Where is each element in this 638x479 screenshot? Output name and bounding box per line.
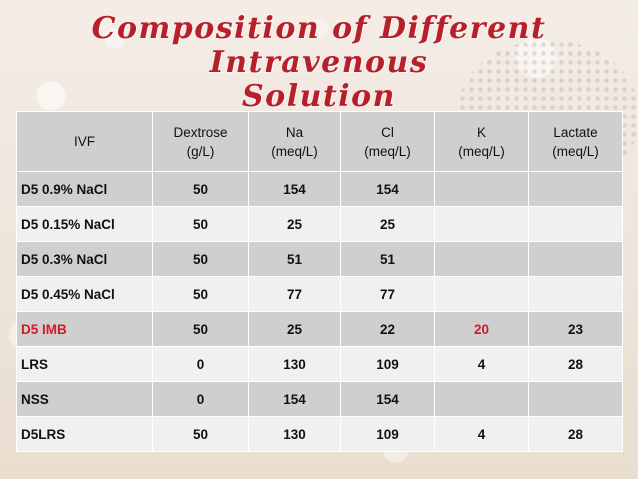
cell-k: 4 (434, 346, 529, 382)
cell-dextrose: 0 (152, 381, 249, 417)
cell-k (434, 241, 529, 277)
cell-na: 154 (248, 381, 341, 417)
cell-cl: 51 (340, 241, 435, 277)
cell-na: 51 (248, 241, 341, 277)
cell-lactate: 23 (528, 311, 623, 347)
cell-cl: 22 (340, 311, 435, 347)
cell-lactate (528, 206, 623, 242)
cell-cl: 109 (340, 346, 435, 382)
cell-ivf: D5LRS (16, 416, 153, 452)
cell-lactate (528, 381, 623, 417)
header-cl: Cl (meq/L) (340, 111, 435, 172)
cell-na: 25 (248, 311, 341, 347)
cell-ivf: NSS (16, 381, 153, 417)
cell-lactate (528, 241, 623, 277)
cell-dextrose: 50 (152, 276, 249, 312)
title-line-2: Solution (242, 79, 396, 114)
cell-lactate (528, 171, 623, 207)
cell-lactate: 28 (528, 346, 623, 382)
cell-k: 4 (434, 416, 529, 452)
table-row: D5 0.3% NaCl 50 51 51 (16, 241, 623, 277)
table-row: D5LRS 50 130 109 4 28 (16, 416, 623, 452)
cell-cl: 109 (340, 416, 435, 452)
cell-lactate: 28 (528, 416, 623, 452)
table-header-row: IVF Dextrose (g/L) Na (meq/L) Cl (meq/L) K(… (16, 111, 623, 172)
cell-ivf: D5 0.3% NaCl (16, 241, 153, 277)
cell-dextrose: 50 (152, 241, 249, 277)
cell-ivf: D5 0.9% NaCl (16, 171, 153, 207)
cell-na: 25 (248, 206, 341, 242)
cell-dextrose: 50 (152, 206, 249, 242)
cell-dextrose: 50 (152, 311, 249, 347)
table-row-highlight: D5 IMB 50 25 22 20 23 (16, 311, 623, 347)
header-dextrose: Dextrose (g/L) (152, 111, 249, 172)
cell-k (434, 276, 529, 312)
ivf-composition-table: IVF Dextrose (g/L) Na (meq/L) Cl (meq/L) K(… (16, 111, 623, 452)
header-na: Na (meq/L) (248, 111, 341, 172)
cell-k (434, 171, 529, 207)
cell-ivf: D5 0.45% NaCl (16, 276, 153, 312)
header-k: K (meq/L) (434, 111, 529, 172)
cell-na: 130 (248, 416, 341, 452)
cell-dextrose: 50 (152, 171, 249, 207)
cell-dextrose: 0 (152, 346, 249, 382)
cell-ivf: D5 0.15% NaCl (16, 206, 153, 242)
cell-cl: 25 (340, 206, 435, 242)
header-ivf: IVF (16, 111, 153, 172)
table-row: D5 0.15% NaCl 50 25 25 (16, 206, 623, 242)
cell-na: 77 (248, 276, 341, 312)
cell-k (434, 381, 529, 417)
table-row: D5 0.45% NaCl 50 77 77 (16, 276, 623, 312)
cell-k (434, 206, 529, 242)
cell-na: 154 (248, 171, 341, 207)
cell-dextrose: 50 (152, 416, 249, 452)
cell-cl: 77 (340, 276, 435, 312)
title-line-1: Composition of Different Intravenous (91, 11, 547, 80)
slide-title: Composition of Different Intravenous Sol… (0, 12, 638, 114)
cell-lactate (528, 276, 623, 312)
cell-ivf: LRS (16, 346, 153, 382)
cell-cl: 154 (340, 381, 435, 417)
cell-k: 20 (434, 311, 529, 347)
header-lactate: Lactate (meq/L) (528, 111, 623, 172)
table-row: D5 0.9% NaCl 50 154 154 (16, 171, 623, 207)
cell-na: 130 (248, 346, 341, 382)
table-row: LRS 0 130 109 4 28 (16, 346, 623, 382)
table-row: NSS 0 154 154 (16, 381, 623, 417)
cell-ivf: D5 IMB (16, 311, 153, 347)
cell-cl: 154 (340, 171, 435, 207)
